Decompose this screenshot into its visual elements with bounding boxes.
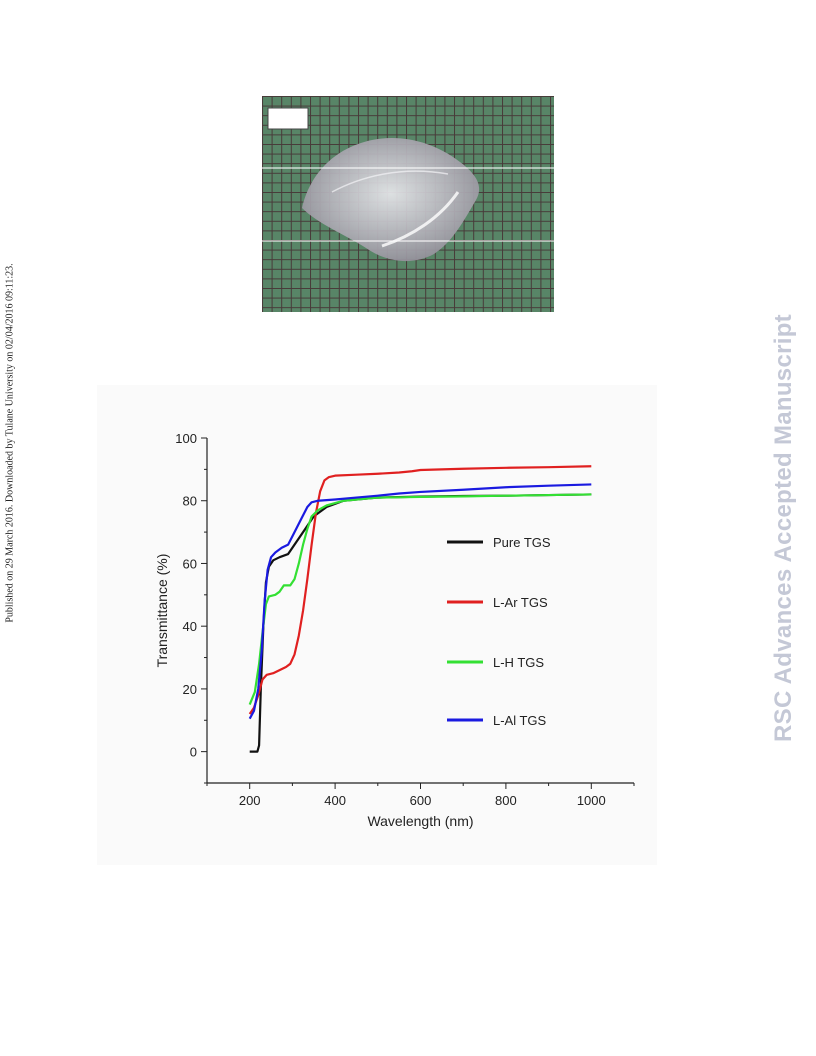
transmittance-chart: 0 20 40 60 80 100 200 400 600 800 1000 Pure TGS L-A…: [97, 385, 657, 865]
chart-series-lines: [248, 465, 592, 753]
x-axis-label: Wavelength (nm): [367, 813, 473, 829]
crystal-facet-edge: [331, 170, 449, 193]
series-line-l-ar-tgs: [248, 465, 592, 715]
scale-bar-box: [267, 107, 309, 130]
y-tick-label: 20: [183, 682, 197, 697]
legend-label-l-ar-tgs: L-Ar TGS: [493, 595, 548, 610]
transmittance-chart-panel: 0 20 40 60 80 100 200 400 600 800 1000 Pure TGS L-A…: [97, 385, 657, 865]
accepted-manuscript-watermark: RSC Advances Accepted Manuscript: [764, 258, 804, 798]
publication-note: Published on 29 March 2016. Downloaded b…: [2, 250, 18, 636]
x-tick-label: 1000: [577, 793, 606, 808]
legend-label-pure-tgs: Pure TGS: [493, 535, 551, 550]
series-line-l-h-tgs: [248, 493, 592, 706]
x-tick-label: 600: [410, 793, 432, 808]
x-tick-label: 400: [324, 793, 346, 808]
crystal-photo: [262, 96, 554, 312]
chart-background: [97, 385, 657, 865]
crystal-shape: [302, 138, 480, 262]
y-tick-label: 60: [183, 556, 197, 571]
chart-axes: 0 20 40 60 80 100 200 400 600 800 1000: [175, 431, 635, 808]
y-axis-label: Transmittance (%): [154, 554, 170, 668]
legend-label-l-h-tgs: L-H TGS: [493, 655, 544, 670]
series-line-l-al-tgs: [248, 483, 592, 720]
x-tick-label: 200: [239, 793, 261, 808]
watermark-text: RSC Advances Accepted Manuscript: [770, 314, 797, 742]
publication-note-text: Published on 29 March 2016. Downloaded b…: [4, 263, 16, 623]
y-tick-label: 100: [175, 431, 197, 446]
chart-legend: Pure TGS L-Ar TGS L-H TGS L-Al TGS: [447, 535, 551, 728]
y-tick-label: 40: [183, 619, 197, 634]
x-tick-label: 800: [495, 793, 517, 808]
crystal-facet-highlight: [381, 191, 460, 248]
y-tick-label: 80: [183, 494, 197, 509]
legend-label-l-al-tgs: L-Al TGS: [493, 713, 547, 728]
y-tick-label: 0: [190, 745, 197, 760]
